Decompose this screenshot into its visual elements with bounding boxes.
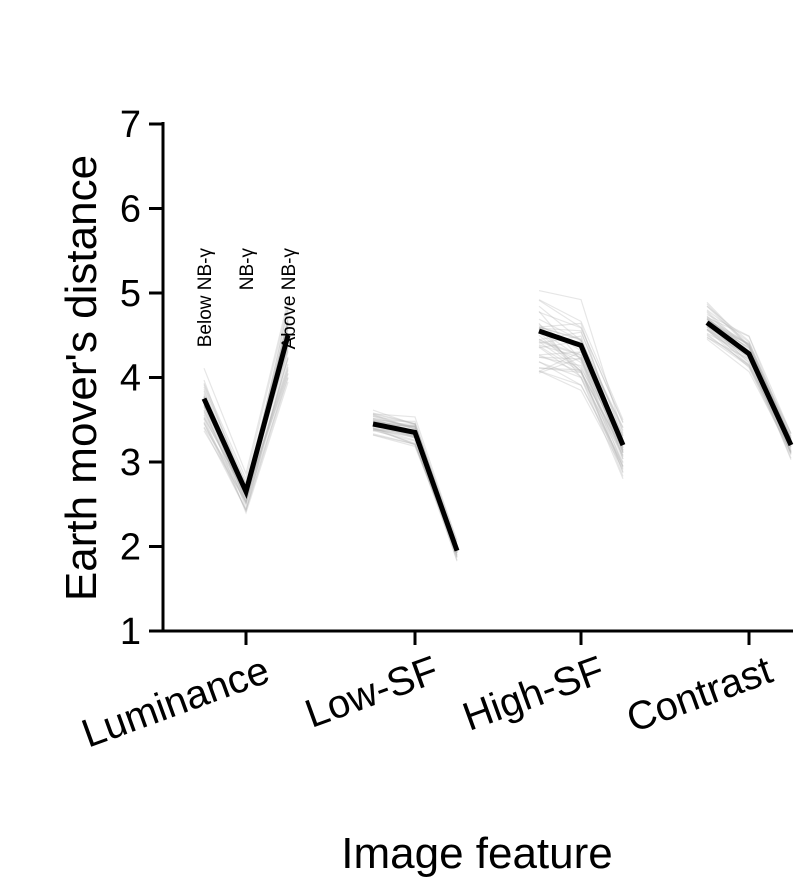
individual-line bbox=[538, 346, 624, 456]
individual-line bbox=[538, 367, 624, 463]
y-tick-label: 6 bbox=[120, 189, 141, 231]
axes bbox=[161, 122, 793, 633]
individual-line bbox=[538, 334, 624, 454]
individual-line bbox=[203, 377, 289, 512]
individual-line bbox=[538, 361, 624, 480]
x-tick-label: Luminance bbox=[76, 648, 275, 756]
individual-line bbox=[706, 318, 792, 434]
x-tick-label: Low-SF bbox=[300, 648, 445, 736]
individual-line bbox=[203, 381, 289, 515]
y-tick-label: 2 bbox=[120, 527, 141, 569]
individual-line bbox=[538, 327, 624, 438]
individual-line bbox=[706, 333, 792, 454]
individual-line bbox=[372, 409, 458, 541]
x-tick-label: High-SF bbox=[457, 648, 610, 740]
individual-line bbox=[538, 354, 624, 469]
individual-line bbox=[203, 358, 289, 504]
x-axis-title: Image feature bbox=[341, 829, 613, 878]
mean-line-low-sf bbox=[372, 421, 460, 552]
mean-line-high-sf bbox=[538, 328, 626, 447]
mean-line-contrast bbox=[705, 320, 794, 447]
individual-line bbox=[706, 319, 792, 439]
individual-line bbox=[372, 427, 458, 562]
individual-line bbox=[372, 434, 458, 553]
condition-label: Below NB-γ bbox=[195, 248, 216, 348]
y-tick-label: 5 bbox=[120, 273, 141, 315]
individual-line bbox=[203, 372, 289, 512]
individual-line bbox=[706, 305, 792, 439]
y-ticks: 1 2 3 4 5 6 7 bbox=[120, 104, 163, 653]
individual-line bbox=[706, 328, 792, 456]
individual-line bbox=[372, 429, 458, 558]
individual-line bbox=[538, 361, 624, 464]
x-ticks: Luminance Low-SF High-SF Contrast bbox=[76, 631, 778, 756]
individual-line bbox=[538, 310, 624, 449]
individual-line bbox=[538, 329, 624, 453]
individual-line bbox=[706, 305, 792, 443]
individual-line bbox=[538, 311, 624, 423]
individual-line bbox=[538, 299, 624, 421]
individual-line bbox=[706, 317, 792, 442]
individual-line bbox=[372, 413, 458, 543]
individual-line bbox=[203, 305, 289, 481]
condition-labels: Below NB-γ NB-γ Above NB-γ bbox=[195, 248, 300, 350]
individual-line bbox=[538, 356, 624, 451]
y-tick-label: 1 bbox=[120, 611, 141, 653]
y-tick-label: 4 bbox=[120, 358, 141, 400]
individual-line bbox=[538, 299, 624, 424]
mean-lines bbox=[201, 320, 794, 552]
individual-line bbox=[203, 357, 289, 504]
condition-label: Above NB-γ bbox=[279, 248, 300, 350]
y-tick-label: 3 bbox=[120, 442, 141, 484]
individual-line bbox=[538, 326, 624, 431]
individual-line bbox=[538, 328, 624, 450]
individual-line bbox=[538, 370, 624, 470]
individual-line bbox=[538, 370, 624, 467]
individual-line bbox=[538, 344, 624, 467]
individual-line bbox=[538, 338, 624, 457]
individual-line bbox=[372, 434, 458, 553]
individual-line bbox=[706, 329, 792, 453]
individual-line bbox=[538, 305, 624, 428]
individual-line bbox=[538, 322, 624, 467]
mean-line-luminance bbox=[201, 334, 291, 500]
individual-line bbox=[203, 351, 289, 513]
y-tick-label: 7 bbox=[120, 104, 141, 146]
individual-line bbox=[538, 356, 624, 460]
individual-line bbox=[538, 367, 624, 477]
individual-line bbox=[372, 433, 458, 552]
individual-line bbox=[706, 313, 792, 434]
individual-line bbox=[203, 300, 289, 476]
individual-line bbox=[538, 356, 624, 474]
y-axis-title: Earth mover's distance bbox=[57, 155, 106, 601]
individual-line bbox=[372, 428, 458, 558]
individual-line bbox=[538, 341, 624, 473]
x-tick-label: Contrast bbox=[621, 648, 778, 741]
condition-label: NB-γ bbox=[237, 248, 258, 291]
individual-line bbox=[538, 351, 624, 458]
individual-line bbox=[203, 377, 289, 506]
individual-line bbox=[372, 429, 458, 561]
individual-line bbox=[706, 318, 792, 434]
individual-line bbox=[538, 345, 624, 451]
individual-line bbox=[538, 326, 624, 460]
individual-line bbox=[706, 336, 792, 453]
individual-line bbox=[706, 338, 792, 453]
individual-line bbox=[538, 290, 624, 434]
individual-line bbox=[706, 309, 792, 438]
individual-line bbox=[372, 429, 458, 558]
